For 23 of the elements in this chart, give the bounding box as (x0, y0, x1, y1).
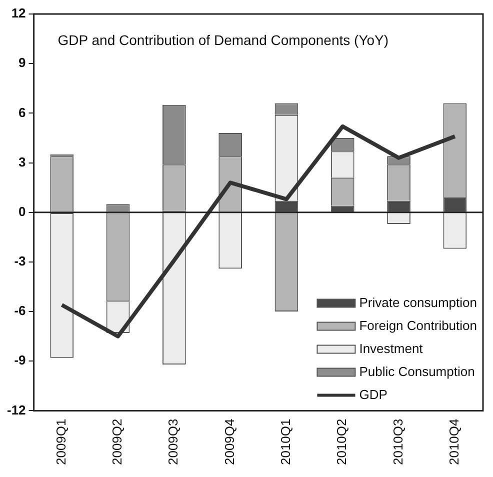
y-tick-label: 6 (18, 104, 26, 120)
x-tick-label: 2009Q1 (53, 418, 68, 466)
x-tick-label: 2010Q1 (278, 418, 294, 466)
x-tick-label: 2010Q2 (334, 418, 350, 466)
y-tick-label: -6 (14, 303, 26, 318)
x-tick-label: 2009Q2 (110, 418, 125, 466)
x-tick-label: 2010Q4 (446, 418, 462, 466)
legend-label: Foreign Contribution (359, 318, 478, 333)
x-tick-label: 2009Q4 (222, 418, 237, 466)
x-tick-label: 2009Q3 (166, 418, 181, 466)
y-tick-label: 12 (11, 6, 26, 21)
legend-label: GDP (359, 386, 388, 402)
y-tick-label: 9 (18, 55, 26, 70)
legend-label: Investment (359, 340, 424, 356)
y-tick-label: -12 (6, 402, 26, 418)
y-tick-label: -3 (14, 254, 26, 269)
legend-label: Public Consumption (359, 364, 475, 379)
y-tick-label: 3 (18, 154, 26, 170)
x-tick-label: 2010Q3 (390, 418, 406, 466)
text: GDP and Contribution of Demand Components (YoY) (58, 32, 389, 48)
y-tick-label: 0 (18, 204, 26, 219)
y-tick-label: -9 (14, 352, 26, 368)
legend-label: Private consumption (359, 294, 477, 310)
